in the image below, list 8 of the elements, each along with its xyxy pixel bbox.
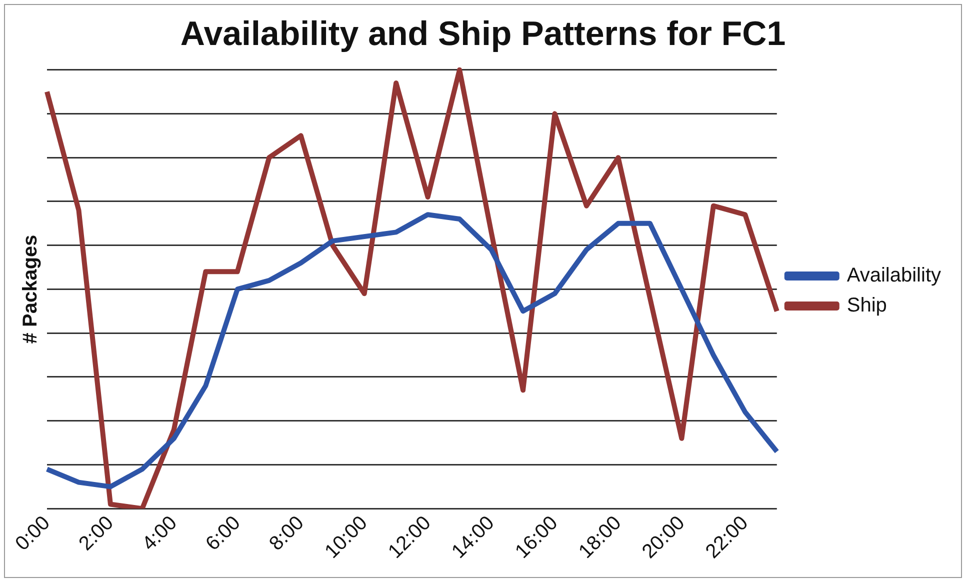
- chart-title: Availability and Ship Patterns for FC1: [180, 14, 786, 53]
- x-tick-label: 0:00: [11, 512, 54, 556]
- x-tick-label: 6:00: [202, 512, 245, 556]
- legend-label: Availability: [846, 264, 942, 287]
- x-tick-label: 8:00: [265, 512, 308, 556]
- x-tick-label: 4:00: [138, 512, 182, 556]
- legend-label: Ship: [846, 294, 887, 317]
- y-axis-title: # Packages: [20, 234, 42, 344]
